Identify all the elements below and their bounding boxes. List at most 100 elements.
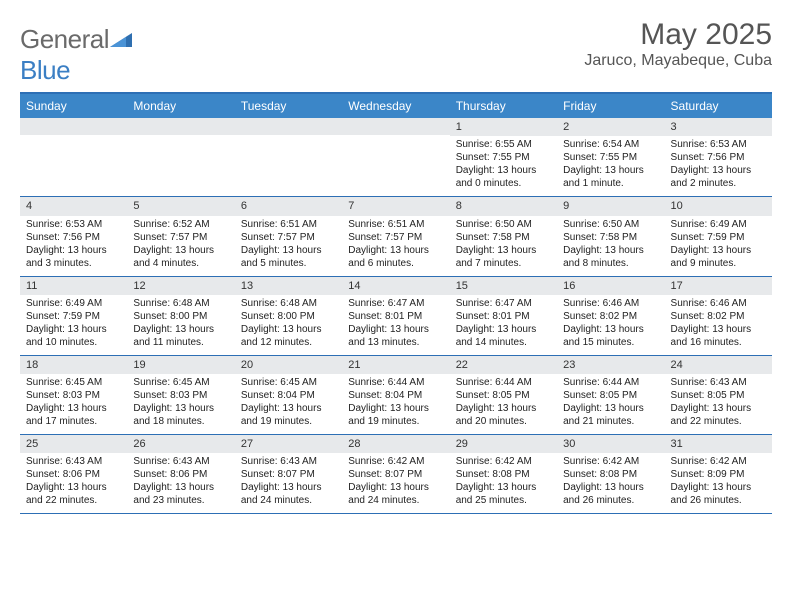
daylight-text: Daylight: 13 hours and 24 minutes. — [241, 481, 336, 507]
sunrise-text: Sunrise: 6:51 AM — [348, 218, 443, 231]
daylight-text: Daylight: 13 hours and 18 minutes. — [133, 402, 228, 428]
day-details: Sunrise: 6:48 AMSunset: 8:00 PMDaylight:… — [127, 295, 234, 355]
sunrise-text: Sunrise: 6:54 AM — [563, 138, 658, 151]
sunrise-text: Sunrise: 6:49 AM — [671, 218, 766, 231]
sunrise-text: Sunrise: 6:53 AM — [671, 138, 766, 151]
location-text: Jaruco, Mayabeque, Cuba — [584, 52, 772, 70]
day-details: Sunrise: 6:53 AMSunset: 7:56 PMDaylight:… — [20, 216, 127, 276]
day-cell: 6Sunrise: 6:51 AMSunset: 7:57 PMDaylight… — [235, 197, 342, 275]
daylight-text: Daylight: 13 hours and 20 minutes. — [456, 402, 551, 428]
day-number: 9 — [557, 197, 664, 215]
day-number: 13 — [235, 277, 342, 295]
daylight-text: Daylight: 13 hours and 7 minutes. — [456, 244, 551, 270]
sunrise-text: Sunrise: 6:43 AM — [241, 455, 336, 468]
day-number — [20, 118, 127, 135]
day-details: Sunrise: 6:47 AMSunset: 8:01 PMDaylight:… — [342, 295, 449, 355]
week-row: 4Sunrise: 6:53 AMSunset: 7:56 PMDaylight… — [20, 197, 772, 276]
weekday-header: Sunday — [20, 94, 127, 118]
sunrise-text: Sunrise: 6:42 AM — [671, 455, 766, 468]
day-details: Sunrise: 6:44 AMSunset: 8:04 PMDaylight:… — [342, 374, 449, 434]
weekday-header: Wednesday — [342, 94, 449, 118]
daylight-text: Daylight: 13 hours and 9 minutes. — [671, 244, 766, 270]
day-cell: 30Sunrise: 6:42 AMSunset: 8:08 PMDayligh… — [557, 435, 664, 513]
day-details: Sunrise: 6:45 AMSunset: 8:03 PMDaylight:… — [20, 374, 127, 434]
daylight-text: Daylight: 13 hours and 15 minutes. — [563, 323, 658, 349]
day-details: Sunrise: 6:48 AMSunset: 8:00 PMDaylight:… — [235, 295, 342, 355]
day-details: Sunrise: 6:42 AMSunset: 8:07 PMDaylight:… — [342, 453, 449, 513]
daylight-text: Daylight: 13 hours and 22 minutes. — [671, 402, 766, 428]
day-cell: 2Sunrise: 6:54 AMSunset: 7:55 PMDaylight… — [557, 118, 664, 196]
weekday-header: Monday — [127, 94, 234, 118]
weekday-header-row: Sunday Monday Tuesday Wednesday Thursday… — [20, 94, 772, 118]
daylight-text: Daylight: 13 hours and 2 minutes. — [671, 164, 766, 190]
day-number: 5 — [127, 197, 234, 215]
day-cell: 22Sunrise: 6:44 AMSunset: 8:05 PMDayligh… — [450, 356, 557, 434]
daylight-text: Daylight: 13 hours and 14 minutes. — [456, 323, 551, 349]
day-number: 4 — [20, 197, 127, 215]
sunrise-text: Sunrise: 6:55 AM — [456, 138, 551, 151]
sunset-text: Sunset: 8:03 PM — [26, 389, 121, 402]
day-details: Sunrise: 6:45 AMSunset: 8:04 PMDaylight:… — [235, 374, 342, 434]
sunrise-text: Sunrise: 6:42 AM — [348, 455, 443, 468]
daylight-text: Daylight: 13 hours and 19 minutes. — [241, 402, 336, 428]
daylight-text: Daylight: 13 hours and 6 minutes. — [348, 244, 443, 270]
day-number: 8 — [450, 197, 557, 215]
sunset-text: Sunset: 8:01 PM — [348, 310, 443, 323]
day-details: Sunrise: 6:50 AMSunset: 7:58 PMDaylight:… — [450, 216, 557, 276]
weekday-header: Tuesday — [235, 94, 342, 118]
sunset-text: Sunset: 8:02 PM — [563, 310, 658, 323]
day-number: 1 — [450, 118, 557, 136]
day-number: 25 — [20, 435, 127, 453]
day-details: Sunrise: 6:49 AMSunset: 7:59 PMDaylight:… — [665, 216, 772, 276]
day-details: Sunrise: 6:45 AMSunset: 8:03 PMDaylight:… — [127, 374, 234, 434]
sunrise-text: Sunrise: 6:46 AM — [563, 297, 658, 310]
weekday-header: Friday — [557, 94, 664, 118]
day-number: 30 — [557, 435, 664, 453]
sunset-text: Sunset: 8:08 PM — [456, 468, 551, 481]
day-details: Sunrise: 6:46 AMSunset: 8:02 PMDaylight:… — [557, 295, 664, 355]
sunset-text: Sunset: 8:04 PM — [241, 389, 336, 402]
day-cell: 15Sunrise: 6:47 AMSunset: 8:01 PMDayligh… — [450, 277, 557, 355]
day-number: 7 — [342, 197, 449, 215]
title-block: May 2025 Jaruco, Mayabeque, Cuba — [584, 18, 772, 70]
day-number: 21 — [342, 356, 449, 374]
day-cell: 12Sunrise: 6:48 AMSunset: 8:00 PMDayligh… — [127, 277, 234, 355]
weekday-header: Saturday — [665, 94, 772, 118]
sunset-text: Sunset: 8:03 PM — [133, 389, 228, 402]
day-details: Sunrise: 6:52 AMSunset: 7:57 PMDaylight:… — [127, 216, 234, 276]
day-details: Sunrise: 6:44 AMSunset: 8:05 PMDaylight:… — [450, 374, 557, 434]
day-number: 24 — [665, 356, 772, 374]
day-number: 18 — [20, 356, 127, 374]
header: GeneralBlue May 2025 Jaruco, Mayabeque, … — [20, 18, 772, 86]
day-number: 10 — [665, 197, 772, 215]
day-number: 19 — [127, 356, 234, 374]
day-details: Sunrise: 6:43 AMSunset: 8:07 PMDaylight:… — [235, 453, 342, 513]
week-row: 11Sunrise: 6:49 AMSunset: 7:59 PMDayligh… — [20, 277, 772, 356]
brand-gray: General — [20, 24, 109, 54]
daylight-text: Daylight: 13 hours and 17 minutes. — [26, 402, 121, 428]
sunset-text: Sunset: 8:07 PM — [348, 468, 443, 481]
daylight-text: Daylight: 13 hours and 26 minutes. — [563, 481, 658, 507]
day-number: 29 — [450, 435, 557, 453]
sunrise-text: Sunrise: 6:49 AM — [26, 297, 121, 310]
day-number: 17 — [665, 277, 772, 295]
sunset-text: Sunset: 8:05 PM — [456, 389, 551, 402]
daylight-text: Daylight: 13 hours and 13 minutes. — [348, 323, 443, 349]
sunset-text: Sunset: 7:57 PM — [348, 231, 443, 244]
day-cell: 27Sunrise: 6:43 AMSunset: 8:07 PMDayligh… — [235, 435, 342, 513]
sunrise-text: Sunrise: 6:44 AM — [348, 376, 443, 389]
sunrise-text: Sunrise: 6:47 AM — [456, 297, 551, 310]
day-cell: 23Sunrise: 6:44 AMSunset: 8:05 PMDayligh… — [557, 356, 664, 434]
day-cell: 1Sunrise: 6:55 AMSunset: 7:55 PMDaylight… — [450, 118, 557, 196]
sunset-text: Sunset: 8:05 PM — [671, 389, 766, 402]
day-details: Sunrise: 6:42 AMSunset: 8:08 PMDaylight:… — [557, 453, 664, 513]
day-cell: 19Sunrise: 6:45 AMSunset: 8:03 PMDayligh… — [127, 356, 234, 434]
daylight-text: Daylight: 13 hours and 11 minutes. — [133, 323, 228, 349]
sunset-text: Sunset: 8:02 PM — [671, 310, 766, 323]
daylight-text: Daylight: 13 hours and 10 minutes. — [26, 323, 121, 349]
day-details: Sunrise: 6:53 AMSunset: 7:56 PMDaylight:… — [665, 136, 772, 196]
day-number: 28 — [342, 435, 449, 453]
day-details — [127, 135, 234, 193]
sunset-text: Sunset: 7:59 PM — [26, 310, 121, 323]
weekday-header: Thursday — [450, 94, 557, 118]
